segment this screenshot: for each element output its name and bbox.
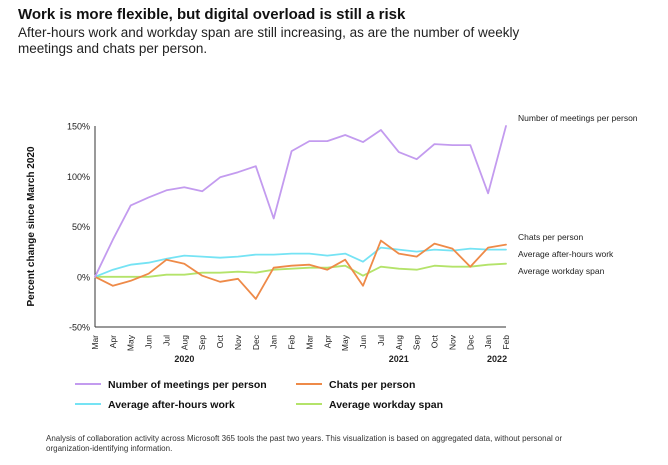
- x-tick-label: Oct: [430, 334, 440, 348]
- end-label: Number of meetings per person: [518, 113, 638, 123]
- legend-label: Chats per person: [329, 379, 415, 391]
- chart-subtitle: After-hours work and workday span are st…: [18, 25, 520, 56]
- x-tick-label: Jun: [144, 335, 154, 349]
- y-tick-label: 0%: [77, 272, 90, 282]
- y-axis-title: Percent change since March 2020: [26, 146, 37, 307]
- chart-axes: -50% 0% 50% 100% 150% Percent change since Ma…: [26, 122, 511, 365]
- y-tick-label: -50%: [69, 323, 90, 333]
- y-tick-label: 150%: [67, 122, 90, 132]
- end-label: Average after-hours work: [518, 249, 614, 259]
- line-chart: -50% 0% 50% 100% 150% Percent change since Ma…: [26, 113, 638, 411]
- legend-label: Average workday span: [329, 399, 443, 411]
- x-tick-label: Mar: [304, 335, 314, 350]
- x-tick-label: Dec: [251, 334, 261, 350]
- end-label: Chats per person: [518, 232, 583, 242]
- chart-title: Work is more flexible, but digital overl…: [18, 6, 406, 23]
- x-tick-label: Jan: [269, 335, 279, 349]
- legend-label: Number of meetings per person: [108, 379, 267, 391]
- x-tick-label: May: [126, 334, 136, 351]
- x-tick-label: Jul: [376, 335, 386, 346]
- year-label: 2021: [389, 354, 409, 364]
- x-tick-label: Feb: [287, 335, 297, 350]
- x-tick-label: Nov: [233, 334, 243, 350]
- legend: Number of meetings per person Chats per p…: [75, 379, 443, 411]
- series-line: [94, 246, 507, 278]
- series-line: [94, 262, 507, 278]
- x-tick-label: Jun: [358, 335, 368, 349]
- series-line: [94, 239, 507, 300]
- series-line: [94, 125, 507, 278]
- year-label: 2020: [174, 354, 194, 364]
- end-label: Average workday span: [518, 266, 605, 276]
- x-tick-label: Dec: [465, 334, 475, 350]
- x-tick-label: Oct: [215, 334, 225, 348]
- x-tick-label: Feb: [501, 335, 511, 350]
- x-tick-label: Nov: [447, 334, 457, 350]
- y-tick-label: 50%: [72, 222, 90, 232]
- x-tick-label: Apr: [108, 335, 118, 348]
- y-tick-label: 100%: [67, 172, 90, 182]
- x-tick-label: Jan: [483, 335, 493, 349]
- x-tick-label: Aug: [394, 335, 404, 350]
- year-label: 2022: [487, 354, 507, 364]
- x-tick-label: Sep: [412, 335, 422, 350]
- series-lines: [94, 125, 507, 300]
- x-tick-label: May: [340, 334, 350, 351]
- x-tick-label: Aug: [179, 335, 189, 350]
- x-tick-label: Apr: [322, 335, 332, 348]
- legend-label: Average after-hours work: [108, 399, 235, 411]
- x-tick-label: Jul: [161, 335, 171, 346]
- footnote: Analysis of collaboration activity acros…: [46, 434, 563, 453]
- x-tick-label: Sep: [197, 335, 207, 350]
- x-tick-label: Mar: [90, 335, 100, 350]
- end-labels: Number of meetings per person Chats per p…: [518, 113, 638, 276]
